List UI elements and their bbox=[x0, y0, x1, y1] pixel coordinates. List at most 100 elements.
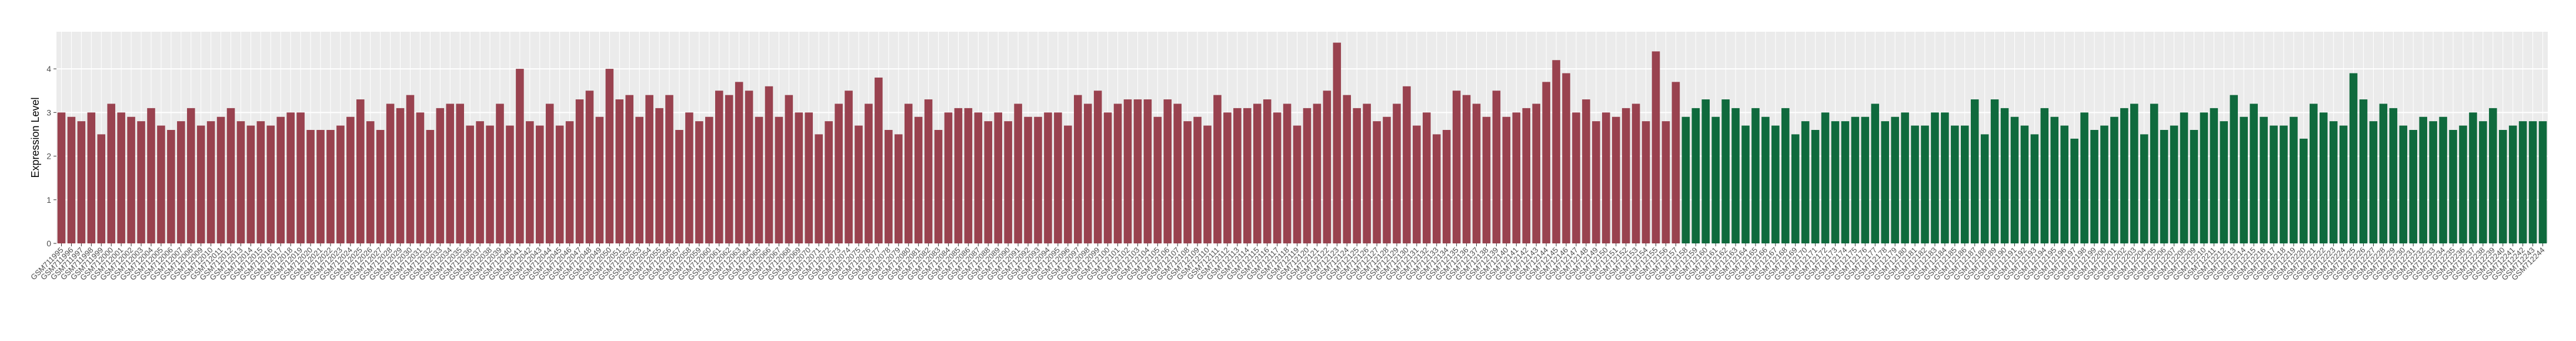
bar bbox=[625, 95, 634, 243]
bar bbox=[595, 116, 604, 243]
bar bbox=[855, 125, 863, 243]
bar bbox=[1044, 112, 1052, 243]
bar bbox=[1283, 103, 1292, 243]
bar bbox=[2050, 116, 2059, 243]
bar bbox=[1582, 99, 1590, 243]
bar bbox=[585, 91, 594, 244]
bar bbox=[2030, 134, 2039, 243]
bar bbox=[1522, 108, 1531, 243]
bar bbox=[2230, 95, 2238, 243]
bar bbox=[2190, 130, 2198, 243]
bar bbox=[117, 112, 125, 243]
bar bbox=[1442, 130, 1451, 243]
bar bbox=[2459, 125, 2467, 243]
bar bbox=[1811, 130, 1820, 243]
bar bbox=[1791, 134, 1800, 243]
bar bbox=[745, 91, 753, 244]
bar bbox=[2260, 116, 2268, 243]
bar bbox=[1502, 116, 1511, 243]
bar bbox=[1651, 51, 1660, 243]
bar bbox=[236, 121, 245, 243]
bar bbox=[2349, 73, 2358, 243]
bar bbox=[137, 121, 145, 243]
bar bbox=[1462, 95, 1471, 243]
bar bbox=[735, 82, 743, 243]
bar bbox=[376, 130, 385, 243]
bar bbox=[795, 112, 803, 243]
bar bbox=[1143, 99, 1152, 243]
bar bbox=[366, 121, 375, 243]
bar bbox=[1631, 103, 1640, 243]
bar bbox=[346, 116, 355, 243]
bar bbox=[1293, 125, 1302, 243]
bar bbox=[1542, 82, 1550, 243]
bar bbox=[1452, 91, 1461, 244]
bar bbox=[426, 130, 435, 243]
bar bbox=[216, 116, 225, 243]
bar bbox=[2140, 134, 2148, 243]
bar bbox=[1333, 42, 1342, 243]
bar bbox=[914, 116, 923, 243]
bar bbox=[2469, 112, 2477, 243]
bar bbox=[2310, 103, 2318, 243]
bar bbox=[605, 69, 614, 244]
bar bbox=[276, 116, 285, 243]
bar bbox=[1970, 99, 1979, 243]
bar bbox=[1343, 95, 1352, 243]
bar bbox=[1512, 112, 1521, 243]
bar bbox=[2300, 138, 2308, 243]
bar bbox=[1721, 99, 1730, 243]
bar bbox=[1183, 121, 1192, 243]
bar bbox=[1901, 112, 1909, 243]
bar bbox=[2528, 121, 2537, 243]
bar bbox=[934, 130, 943, 243]
bar bbox=[127, 116, 135, 243]
bar bbox=[2060, 125, 2068, 243]
bar bbox=[1123, 99, 1132, 243]
bar bbox=[1990, 99, 1999, 243]
bar bbox=[177, 121, 185, 243]
bar bbox=[1781, 108, 1790, 243]
bar bbox=[67, 116, 76, 243]
bar bbox=[476, 121, 484, 243]
bar bbox=[226, 108, 235, 243]
bar bbox=[1532, 103, 1540, 243]
bar bbox=[416, 112, 425, 243]
bar bbox=[1093, 91, 1102, 244]
bar bbox=[1562, 73, 1570, 243]
bar bbox=[466, 125, 474, 243]
bar bbox=[1014, 103, 1022, 243]
bar bbox=[167, 130, 175, 243]
bar bbox=[1641, 121, 1650, 243]
bar bbox=[246, 125, 255, 243]
bar bbox=[894, 134, 903, 243]
bar bbox=[2389, 108, 2398, 243]
bar bbox=[326, 130, 335, 243]
bar bbox=[1761, 116, 1770, 243]
bar bbox=[2409, 130, 2418, 243]
bar bbox=[715, 91, 723, 244]
bar bbox=[1373, 121, 1381, 243]
bar bbox=[655, 108, 663, 243]
bar bbox=[2290, 116, 2298, 243]
bar bbox=[2329, 121, 2338, 243]
bar bbox=[2180, 112, 2188, 243]
bar bbox=[526, 121, 534, 243]
bar bbox=[2379, 103, 2388, 243]
bar bbox=[635, 116, 644, 243]
bar bbox=[835, 103, 843, 243]
bar bbox=[1701, 99, 1710, 243]
bar bbox=[665, 95, 673, 243]
bar bbox=[1821, 112, 1830, 243]
y-tick-label: 1 bbox=[46, 195, 51, 205]
bar bbox=[964, 108, 973, 243]
bar bbox=[306, 130, 315, 243]
bar bbox=[1711, 116, 1720, 243]
bar bbox=[2020, 125, 2029, 243]
bar bbox=[436, 108, 445, 243]
bar bbox=[1413, 125, 1421, 243]
bar bbox=[885, 130, 893, 243]
bar bbox=[2419, 116, 2427, 243]
bar bbox=[1691, 108, 1700, 243]
bar bbox=[356, 99, 365, 243]
